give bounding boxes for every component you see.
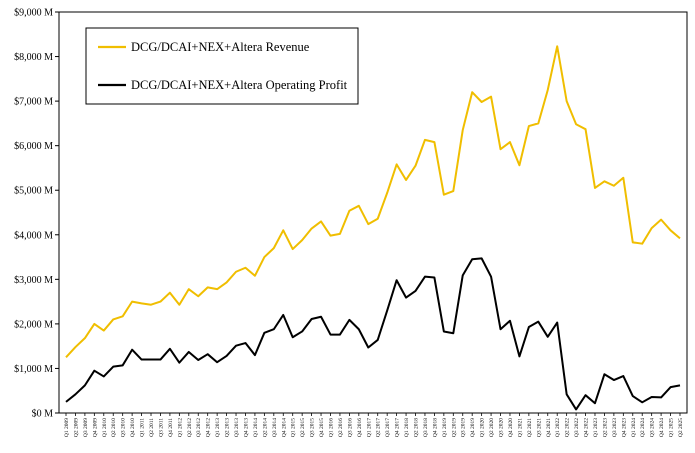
x-tick-label: Q2 2023: [602, 418, 608, 437]
x-tick-label: Q3 2015: [310, 418, 316, 437]
x-tick-label: Q4 2024: [659, 418, 665, 437]
x-tick-label: Q3 2020: [499, 418, 505, 437]
x-tick-label: Q3 2014: [272, 418, 278, 437]
x-tick-label: Q3 2017: [385, 418, 391, 437]
x-tick-label: Q2 2010: [111, 418, 117, 437]
x-tick-label: Q1 2013: [215, 418, 221, 437]
y-tick-label: $2,000 M: [14, 319, 53, 330]
x-tick-label: Q2 2019: [451, 418, 457, 437]
x-tick-label: Q2 2017: [376, 418, 382, 437]
x-tick-label: Q4 2019: [470, 418, 476, 437]
x-tick-label: Q4 2015: [319, 418, 325, 437]
x-tick-label: Q2 2025: [678, 418, 684, 437]
y-tick-label: $4,000 M: [14, 230, 53, 241]
x-tick-label: Q1 2017: [366, 418, 372, 437]
series-lines: [65, 45, 681, 411]
x-tick-label: Q4 2011: [168, 418, 174, 437]
x-tick-label: Q4 2021: [546, 418, 552, 437]
x-tick-label: Q1 2021: [517, 418, 523, 437]
y-tick-label: $3,000 M: [14, 275, 53, 286]
x-tick-label: Q1 2025: [669, 418, 675, 437]
x-tick-label: Q1 2020: [480, 418, 486, 437]
y-tick-label: $7,000 M: [14, 97, 53, 108]
x-tick-label: Q3 2011: [158, 418, 164, 437]
y-tick-label: $6,000 M: [14, 141, 53, 152]
x-tick-label: Q2 2024: [640, 418, 646, 437]
x-tick-label: Q4 2009: [92, 418, 98, 437]
x-tick-label: Q3 2010: [121, 418, 127, 437]
y-tick-label: $8,000 M: [14, 52, 53, 63]
x-tick-label: Q2 2016: [338, 418, 344, 437]
x-tick-label: Q2 2020: [489, 418, 495, 437]
y-tick-label: $9,000 M: [14, 8, 53, 19]
x-tick-label: Q1 2009: [64, 418, 70, 437]
x-tick-label: Q3 2016: [347, 418, 353, 437]
x-tick-label: Q4 2010: [130, 418, 136, 437]
x-tick-label: Q1 2012: [177, 418, 183, 437]
x-tick-label: Q4 2017: [395, 418, 401, 437]
legend: DCG/DCAI+NEX+Altera Revenue DCG/DCAI+NEX…: [85, 27, 359, 105]
x-tick-label: Q1 2018: [404, 418, 410, 437]
x-tick-label: Q3 2024: [650, 418, 656, 437]
x-tick-label: Q3 2013: [234, 418, 240, 437]
x-tick-label: Q1 2019: [442, 418, 448, 437]
x-tick-label: Q2 2015: [300, 418, 306, 437]
x-tick-label: Q3 2018: [423, 418, 429, 437]
x-axis-ticks: Q1 2009 Q2 2009 Q3 2009 Q4 2009 Q1 2010 Q2 20…: [64, 413, 684, 437]
x-tick-label: Q2 2013: [225, 418, 231, 437]
x-tick-label: Q4 2016: [357, 418, 363, 437]
legend-label-operating-profit: DCG/DCAI+NEX+Altera Operating Profit: [131, 78, 348, 92]
x-tick-label: Q4 2012: [206, 418, 212, 437]
x-tick-label: Q2 2014: [262, 418, 268, 437]
series-line-operating-profit: [65, 257, 681, 411]
x-tick-label: Q1 2024: [631, 418, 637, 437]
y-tick-label: $0 M: [32, 409, 54, 420]
x-tick-label: Q2 2011: [149, 418, 155, 437]
x-tick-label: Q4 2020: [508, 418, 514, 437]
x-tick-label: Q1 2014: [253, 418, 259, 437]
series-line-revenue: [65, 45, 681, 358]
x-tick-label: Q1 2022: [555, 418, 561, 437]
x-tick-label: Q1 2023: [593, 418, 599, 437]
x-tick-label: Q1 2010: [102, 418, 108, 437]
x-tick-label: Q3 2022: [574, 418, 580, 437]
x-tick-label: Q3 2019: [461, 418, 467, 437]
x-tick-label: Q2 2012: [187, 418, 193, 437]
x-tick-label: Q3 2009: [83, 418, 89, 437]
x-tick-label: Q1 2011: [140, 418, 146, 437]
x-tick-label: Q3 2021: [536, 418, 542, 437]
legend-box: [85, 27, 359, 105]
y-axis-ticks: $0 M $1,000 M $2,000 M $3,000 M $4,000 M $5,0…: [14, 8, 59, 420]
x-tick-label: Q4 2022: [584, 418, 590, 437]
x-tick-label: Q2 2021: [527, 418, 533, 437]
x-tick-label: Q4 2014: [281, 418, 287, 437]
x-tick-label: Q2 2009: [73, 418, 79, 437]
x-tick-label: Q4 2023: [621, 418, 627, 437]
x-tick-label: Q3 2012: [196, 418, 202, 437]
x-tick-label: Q3 2023: [612, 418, 618, 437]
x-tick-label: Q4 2013: [243, 418, 249, 437]
x-tick-label: Q4 2018: [432, 418, 438, 437]
x-tick-label: Q2 2022: [565, 418, 571, 437]
legend-label-revenue: DCG/DCAI+NEX+Altera Revenue: [131, 40, 310, 54]
x-tick-label: Q1 2016: [328, 418, 334, 437]
y-tick-label: $1,000 M: [14, 364, 53, 375]
y-tick-label: $5,000 M: [14, 186, 53, 197]
x-tick-label: Q1 2015: [291, 418, 297, 437]
x-tick-label: Q2 2018: [414, 418, 420, 437]
